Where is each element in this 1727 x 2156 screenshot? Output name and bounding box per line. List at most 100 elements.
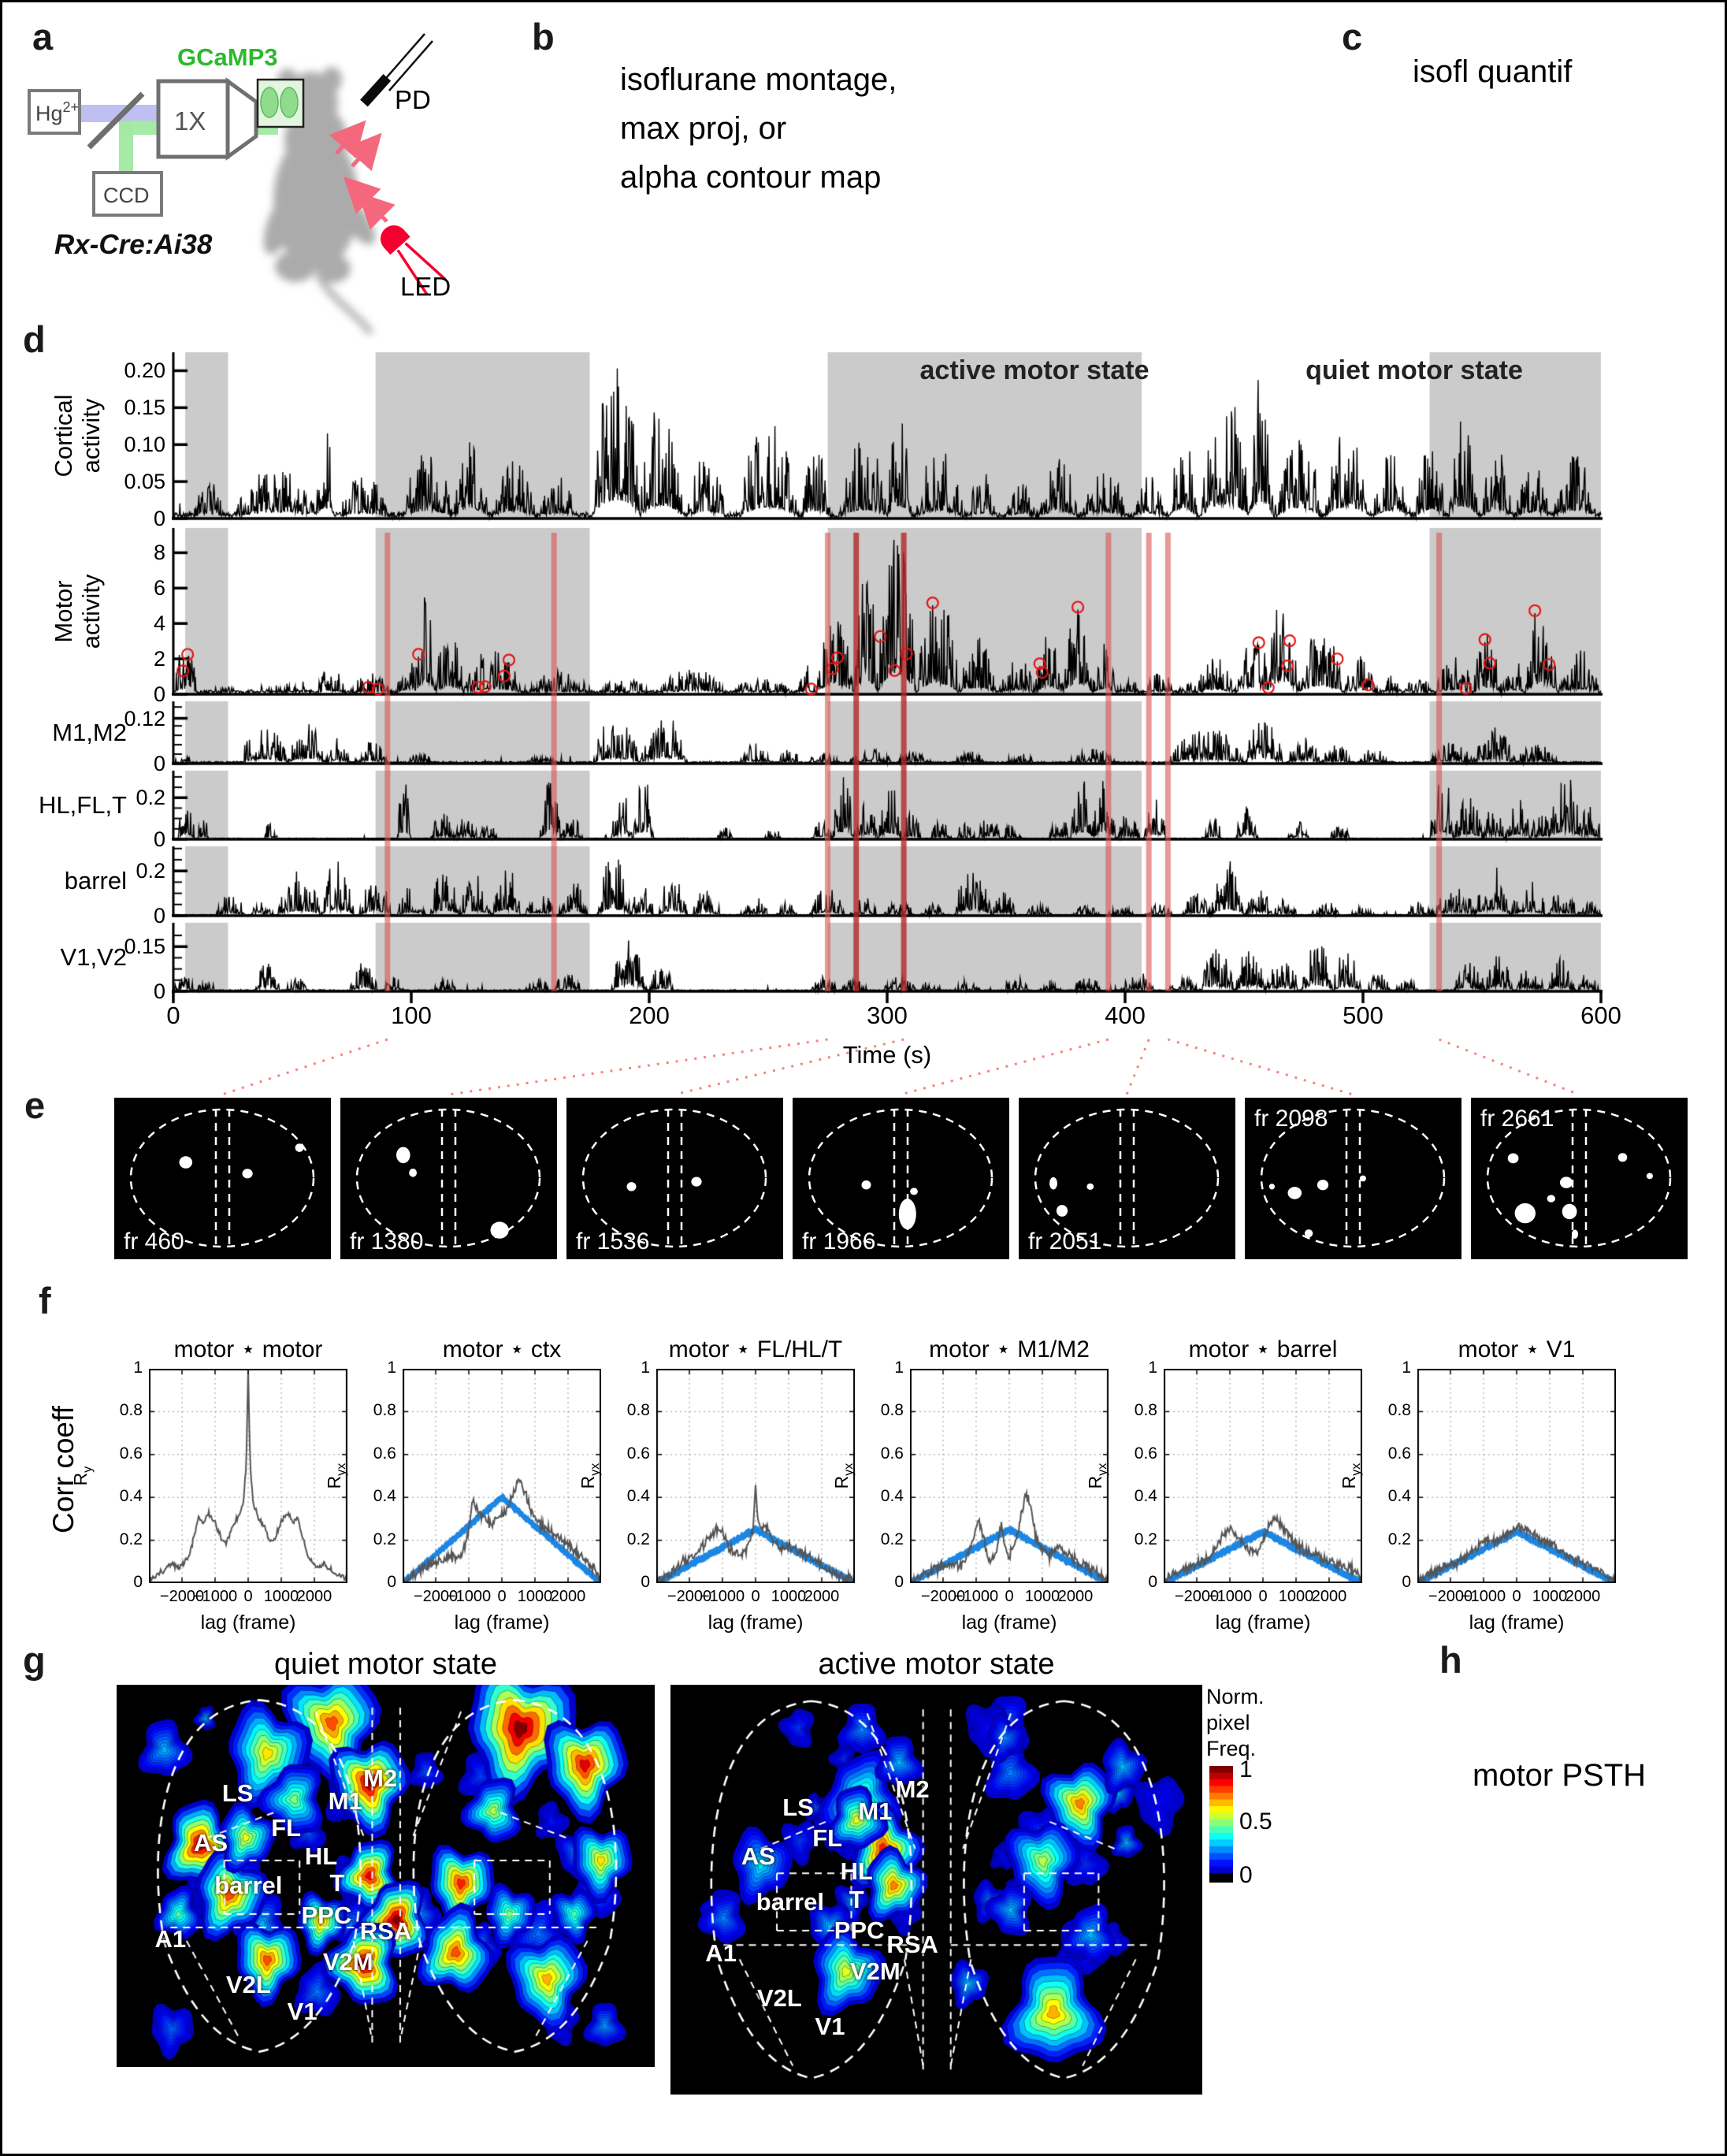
fplot-4-xtick-4: 2000 — [1311, 1588, 1347, 1605]
fplot-1-xtick-3: 1000 — [517, 1588, 553, 1605]
row-3-ytick-1: 0 — [153, 827, 165, 851]
fplot-3-ytick-4: 0.8 — [880, 1401, 904, 1420]
fplot-0-ytick-1: 0.2 — [119, 1530, 143, 1548]
map-1-region-AS: AS — [741, 1842, 775, 1871]
panel-d-xtick-6: 600 — [1580, 1002, 1621, 1029]
brain-frame-2: fr 1536 — [566, 1098, 783, 1259]
brain-right — [280, 87, 299, 118]
colorbar-tick-1: 1 — [1239, 1756, 1253, 1782]
fplot-0-xtick-2: 0 — [243, 1588, 253, 1605]
row-1-ytick-2: 4 — [153, 611, 165, 636]
fplot-title-3: motor ⋆ M1/M2 — [929, 1336, 1090, 1362]
heatmap-canvas-1 — [670, 1685, 1202, 2095]
fplot-4-xtick-2: 0 — [1258, 1588, 1268, 1605]
fplot-0-xtick-4: 2000 — [296, 1588, 332, 1605]
frame-label-6: fr 2661 — [1480, 1106, 1554, 1132]
pd-stick-2 — [388, 40, 433, 91]
panel-a-schematic: Hg2+ 1X CCD GCaMP3 PD LED — [28, 33, 451, 336]
colorbar-title-line-2: pixel — [1206, 1711, 1250, 1734]
map-1-region-PPC: PPC — [834, 1916, 885, 1944]
fplot-3-ylabel: Ryx — [831, 1463, 856, 1489]
fplot-title-0: motor ⋆ motor — [173, 1336, 323, 1362]
fplot-3-ytick-1: 0.2 — [880, 1530, 904, 1548]
map-0-region-V1: V1 — [287, 1997, 318, 2025]
colorbar-tick-0: 0 — [1239, 1862, 1253, 1888]
brain-frame-0: fr 460 — [114, 1098, 331, 1259]
fplot-3-ytick-3: 0.6 — [880, 1444, 904, 1463]
fplot-2-xtick-0: −2000 — [667, 1588, 712, 1605]
pd-stick-1 — [381, 33, 425, 84]
fplot-1-xlabel: lag (frame) — [454, 1611, 550, 1634]
fplot-canvas-0 — [149, 1369, 347, 1583]
fplot-1-xtick-4: 2000 — [550, 1588, 586, 1605]
map-0-region-V2M: V2M — [322, 1947, 373, 1976]
pd-label: PD — [395, 85, 431, 114]
map-0-region-M1: M1 — [328, 1786, 362, 1815]
fplot-3-xtick-3: 1000 — [1024, 1588, 1060, 1605]
fplot-5-ytick-1: 0.2 — [1387, 1530, 1411, 1548]
fplot-3-xtick-2: 0 — [1005, 1588, 1014, 1605]
panel-d-xtick-0: 0 — [166, 1002, 180, 1029]
panel-b-line-3: alpha contour map — [620, 160, 882, 195]
row-label-2: M1,M2 — [52, 718, 127, 746]
map-1-region-V1: V1 — [815, 2013, 845, 2041]
fplot-5-xtick-2: 0 — [1512, 1588, 1521, 1605]
row-5-ytick-0: 0.15 — [124, 935, 165, 959]
frame-label-5: fr 2098 — [1254, 1106, 1328, 1132]
map-1-region-HL: HL — [840, 1857, 873, 1885]
fplot-4-ytick-2: 0.4 — [1134, 1487, 1157, 1506]
map-0-region-barrel: barrel — [214, 1871, 283, 1899]
fplot-1-ytick-4: 0.8 — [373, 1401, 396, 1420]
fplot-1-ytick-5: 1 — [387, 1359, 396, 1377]
map-0-region-LS: LS — [221, 1779, 254, 1808]
hg-lamp-box — [28, 89, 81, 135]
fplot-4-ytick-5: 1 — [1148, 1359, 1157, 1377]
map-1-region-A1: A1 — [705, 1939, 737, 1967]
objective-box — [156, 79, 230, 159]
row-0-ytick-1: 0.15 — [124, 396, 165, 420]
colorbar-tick-05: 0.5 — [1239, 1808, 1272, 1834]
fplot-4-ytick-3: 0.6 — [1134, 1444, 1157, 1463]
map-1-region-RSA: RSA — [886, 1931, 938, 1959]
fplot-canvas-5 — [1417, 1369, 1616, 1583]
panel-d-xtick-3: 300 — [867, 1002, 908, 1029]
fplot-4-ylabel: Ryx — [1085, 1463, 1109, 1489]
fplot-4-ytick-4: 0.8 — [1134, 1401, 1157, 1420]
connector-line-0 — [221, 1038, 388, 1096]
brain-left — [260, 87, 279, 118]
fplot-title-4: motor ⋆ barrel — [1188, 1336, 1338, 1362]
fplot-0-ytick-3: 0.6 — [119, 1444, 143, 1463]
fplot-3-ytick-0: 0 — [894, 1573, 904, 1591]
fplot-2-ytick-3: 0.6 — [626, 1444, 650, 1463]
colorbar-title-line-3: Freq. — [1206, 1737, 1257, 1760]
panel-d-xtick-5: 500 — [1343, 1002, 1383, 1029]
connector-line-4 — [1125, 1039, 1150, 1095]
row-1-ytick-0: 8 — [153, 541, 165, 565]
connector-line-5 — [1167, 1038, 1354, 1096]
brain-frame-3: fr 1966 — [793, 1098, 1009, 1259]
fplot-3-xtick-4: 2000 — [1057, 1588, 1094, 1605]
ccd-box — [92, 171, 163, 217]
connector-line-3 — [900, 1038, 1109, 1096]
frame-connector-lines — [221, 1038, 1580, 1096]
panel-b-line-2: max proj, or — [620, 111, 787, 146]
photodiode-icon — [360, 73, 392, 107]
map-0-region-V2L: V2L — [225, 1970, 271, 1998]
frame-label-3: fr 1966 — [802, 1229, 875, 1255]
fplot-3-ytick-2: 0.4 — [880, 1487, 904, 1506]
panel-letter-f: f — [39, 1280, 51, 1321]
fplot-4-ytick-0: 0 — [1148, 1573, 1157, 1591]
connector-line-6 — [1439, 1038, 1580, 1096]
colorbar-title-line-1: Norm. — [1206, 1685, 1265, 1708]
frame-label-2: fr 1536 — [576, 1229, 649, 1255]
row-4-ytick-1: 0 — [153, 904, 165, 927]
map-1-region-V2M: V2M — [850, 1957, 901, 1985]
fplot-0-ytick-2: 0.4 — [119, 1487, 143, 1506]
led-arrow-2 — [357, 191, 396, 230]
fplot-2-xtick-3: 1000 — [771, 1588, 807, 1605]
map-0-region-T: T — [329, 1869, 345, 1898]
brain-frame-6: fr 2661 — [1471, 1098, 1688, 1259]
fplot-title-2: motor ⋆ FL/HL/T — [668, 1336, 843, 1362]
fplot-1-xtick-1: −1000 — [446, 1588, 492, 1605]
fplot-2-ytick-5: 1 — [641, 1359, 650, 1377]
